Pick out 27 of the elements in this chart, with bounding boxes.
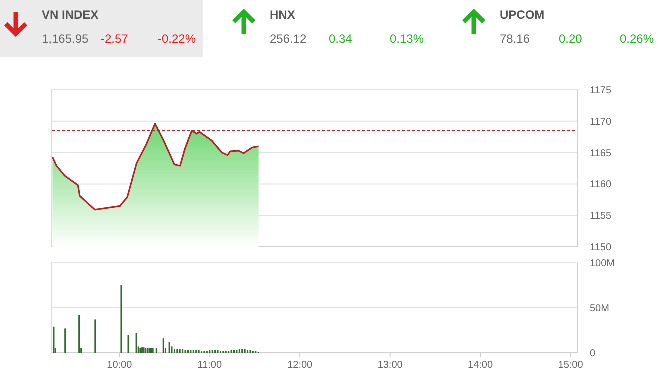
x-tick-label: 14:00 bbox=[468, 360, 494, 371]
y-tick-label: 1160 bbox=[590, 180, 612, 191]
x-tick-label: 10:00 bbox=[107, 360, 133, 371]
text: 256.12 bbox=[270, 32, 308, 46]
y-tick-label: 1170 bbox=[590, 116, 612, 128]
text: 0.26% bbox=[620, 32, 654, 46]
y-tick-label: 100M bbox=[590, 258, 616, 270]
text: -0.22% bbox=[158, 32, 196, 46]
text: 1,165.95 bbox=[42, 32, 90, 46]
y-tick-label: 0 bbox=[590, 348, 596, 360]
text: HNX bbox=[270, 8, 296, 22]
x-tick-label: 13:00 bbox=[378, 360, 404, 371]
text: UPCOM bbox=[500, 8, 545, 22]
y-tick-label: 1175 bbox=[590, 86, 612, 96]
y-tick-label: 1165 bbox=[590, 148, 612, 160]
x-tick-label: 12:00 bbox=[288, 360, 314, 371]
text: VN INDEX bbox=[42, 8, 99, 22]
text: 0.13% bbox=[390, 32, 424, 46]
x-tick-label: 15:00 bbox=[558, 360, 584, 371]
text: -2.57 bbox=[101, 32, 129, 46]
text: 0.34 bbox=[329, 32, 353, 46]
y-tick-label: 1150 bbox=[590, 242, 612, 254]
text: 78.16 bbox=[500, 32, 530, 46]
x-tick-label: 11:00 bbox=[198, 360, 222, 371]
text: 0.20 bbox=[559, 32, 583, 46]
y-tick-label: 1155 bbox=[590, 211, 612, 222]
y-tick-label: 50M bbox=[590, 304, 610, 314]
